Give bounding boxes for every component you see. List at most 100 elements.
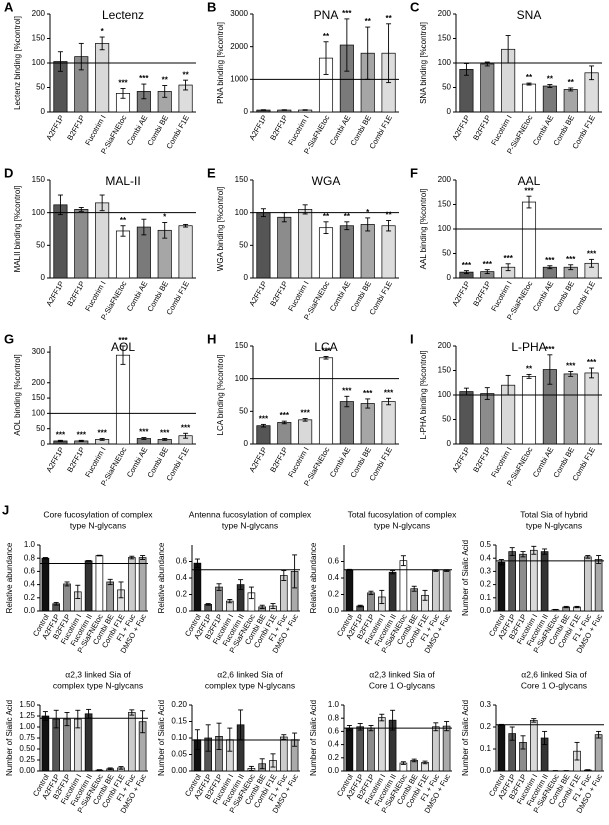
panel-letter: I bbox=[410, 331, 414, 346]
panel-letter: F bbox=[410, 165, 418, 180]
y-tick-label: 1.0 bbox=[24, 540, 36, 549]
y-tick-label: 0.0 bbox=[480, 766, 492, 775]
y-tick-label: 0.8 bbox=[328, 713, 340, 722]
y-tick-label: 200 bbox=[32, 378, 46, 387]
y-tick-label: 0.4 bbox=[24, 580, 36, 589]
y-tick-label: 0.2 bbox=[176, 590, 188, 599]
x-tick-label: B2FF1P bbox=[268, 445, 290, 473]
significance: *** bbox=[139, 428, 149, 437]
x-tick-label: B2FF1P bbox=[65, 279, 87, 307]
bar bbox=[377, 717, 386, 772]
y-tick-label: 300 bbox=[32, 347, 46, 356]
y-tick-label: 0.0 bbox=[176, 606, 188, 615]
bar bbox=[356, 726, 365, 772]
significance: *** bbox=[259, 415, 269, 424]
significance: ** bbox=[568, 78, 575, 87]
y-tick-label: 1.50 bbox=[19, 700, 35, 709]
bar bbox=[115, 230, 131, 279]
significance: *** bbox=[300, 409, 310, 418]
y-tick-label: 50 bbox=[36, 240, 45, 249]
bar bbox=[521, 201, 537, 279]
y-tick-label: 200 bbox=[438, 9, 452, 18]
y-tick-label: 50 bbox=[442, 249, 451, 258]
bar bbox=[106, 581, 115, 612]
y-tick-label: 0.4 bbox=[328, 573, 340, 582]
x-tick-label: B2FF1P bbox=[471, 279, 493, 307]
y-tick-label: 0.0 bbox=[24, 606, 36, 615]
bar bbox=[298, 209, 313, 279]
bar bbox=[279, 736, 288, 772]
bar bbox=[563, 373, 578, 445]
y-tick-label: 0 bbox=[447, 439, 452, 448]
bar bbox=[84, 560, 93, 612]
y-axis-label: Number of Sialic Acid bbox=[157, 700, 166, 776]
x-tick-label: A2FF1P bbox=[44, 113, 66, 141]
chart-title: Antenna fucosylation of complex bbox=[189, 509, 312, 519]
y-axis-label: Relative abundance bbox=[157, 542, 166, 613]
y-tick-label: 2000 bbox=[230, 42, 248, 51]
y-tick-label: 0.3 bbox=[480, 700, 492, 709]
y-tick-label: 0.4 bbox=[480, 553, 492, 562]
bar bbox=[345, 569, 354, 612]
bar bbox=[388, 571, 397, 612]
y-tick-label: 150 bbox=[235, 175, 249, 184]
y-tick-label: 50 bbox=[36, 424, 45, 433]
bar bbox=[367, 727, 375, 772]
y-tick-label: 50 bbox=[442, 83, 451, 92]
bar bbox=[41, 715, 50, 772]
y-tick-label: 100 bbox=[32, 408, 46, 417]
y-axis-label: Number of Sialic Acid bbox=[309, 700, 318, 776]
bar bbox=[84, 713, 93, 772]
significance: *** bbox=[139, 74, 149, 83]
significance: ** bbox=[385, 14, 392, 23]
y-tick-label: 150 bbox=[438, 366, 452, 375]
significance: *** bbox=[566, 362, 576, 371]
y-tick-label: 0.0 bbox=[328, 606, 340, 615]
bar bbox=[53, 204, 68, 279]
panel-letter: D bbox=[4, 165, 13, 180]
y-tick-label: 0.1 bbox=[480, 593, 492, 602]
panel-letter: J bbox=[2, 502, 9, 517]
chart-title: Total fucosylation of complex bbox=[348, 509, 457, 519]
chart-title: α2,6 linked Sia of bbox=[217, 669, 283, 679]
y-tick-label: 100 bbox=[438, 58, 452, 67]
significance: *** bbox=[503, 254, 513, 263]
y-tick-label: 0 bbox=[41, 107, 46, 116]
bar bbox=[459, 391, 474, 445]
significance: ** bbox=[385, 211, 392, 220]
bar bbox=[521, 83, 537, 113]
chart-title: Core 1 O-glycans bbox=[521, 680, 587, 690]
bar bbox=[256, 425, 271, 445]
significance: ** bbox=[526, 365, 533, 374]
bar bbox=[256, 212, 271, 279]
y-tick-label: 0.4 bbox=[328, 740, 340, 749]
y-tick-label: 0.2 bbox=[24, 593, 36, 602]
significance: *** bbox=[462, 261, 472, 270]
bar bbox=[381, 401, 396, 445]
y-tick-label: 0.2 bbox=[328, 753, 340, 762]
x-tick-label: B2FF1P bbox=[65, 113, 87, 141]
y-tick-label: 0.00 bbox=[171, 766, 187, 775]
significance: ** bbox=[162, 76, 169, 85]
y-axis-label: AAL binding [%control] bbox=[419, 189, 428, 270]
y-tick-label: 0.10 bbox=[171, 733, 187, 742]
y-tick-label: 0.0 bbox=[328, 766, 340, 775]
y-tick-label: 0.2 bbox=[328, 590, 340, 599]
chart-title: L-PHA bbox=[511, 340, 546, 354]
bar bbox=[193, 562, 202, 612]
bar bbox=[345, 727, 354, 772]
bar bbox=[431, 726, 440, 772]
significance: *** bbox=[566, 255, 576, 264]
chart-title: LCA bbox=[314, 340, 337, 354]
x-tick-label: B2FF1P bbox=[268, 113, 290, 141]
chart-title: SNA bbox=[517, 8, 542, 22]
y-tick-label: 100 bbox=[235, 374, 249, 383]
y-tick-label: 200 bbox=[438, 175, 452, 184]
bar bbox=[399, 560, 408, 612]
bar bbox=[519, 553, 527, 612]
bar bbox=[459, 69, 474, 113]
significance: *** bbox=[483, 260, 493, 269]
y-tick-label: 0 bbox=[244, 107, 249, 116]
bar bbox=[583, 556, 592, 612]
